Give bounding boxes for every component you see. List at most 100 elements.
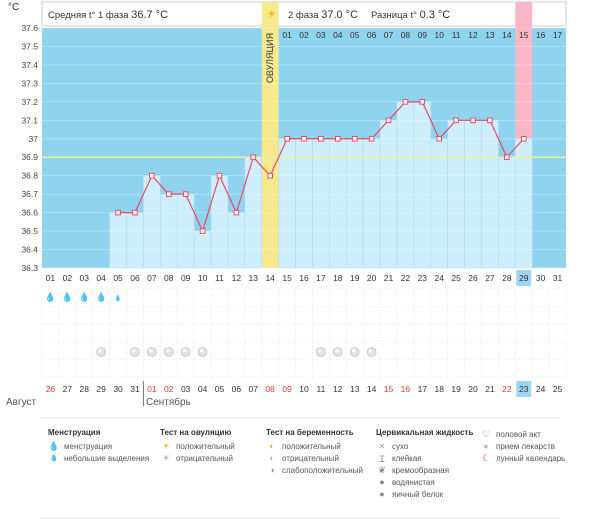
calendar-day-label: 28	[80, 384, 90, 394]
pill-highlight	[98, 349, 102, 353]
drop-icon: 💧	[45, 291, 56, 302]
cycle-day-label: 12	[232, 273, 242, 283]
calendar-day-label: 22	[502, 384, 512, 394]
temperature-point	[182, 191, 189, 197]
pill-icon	[130, 347, 140, 357]
y-tick-label: 37.1	[21, 115, 38, 125]
temperature-point	[436, 135, 443, 142]
month-september: Сентябрь	[146, 397, 191, 408]
legend-other: ♡ половой акт ● прием лекарств ☾ лунный кал…	[480, 428, 565, 464]
legend-item: ☾ лунный календарь	[481, 452, 566, 463]
calendar-day-label: 06	[232, 384, 242, 394]
y-tick-label: 37.4	[21, 60, 38, 70]
unit-label: °C	[8, 2, 20, 13]
calendar-day-label: 11	[316, 384, 325, 394]
sun-positive-icon: ☀	[161, 440, 171, 451]
cycle-day-label: 21	[384, 273, 394, 283]
calendar-day-label: 01	[147, 384, 157, 394]
calendar-day-label: 04	[198, 384, 208, 394]
phase2-day-label: 04	[333, 30, 343, 40]
drop-icon: 💧	[79, 291, 90, 302]
calendar-day-label: 19	[451, 384, 461, 394]
diff-value: 0.3 °C	[419, 9, 451, 21]
y-tick-label: 36.4	[21, 245, 38, 255]
small-drop-icon: 💧	[49, 455, 59, 462]
legend-item: ♡ половой акт	[481, 428, 541, 439]
creamy-icon: ❦	[378, 464, 386, 475]
temperature-point	[402, 99, 409, 105]
cycle-day-label: 04	[96, 273, 106, 283]
calendar-day-label: 21	[485, 384, 495, 394]
calendar-day-label: 07	[249, 384, 259, 394]
legend-item: 💧 менструация	[48, 440, 113, 451]
cycle-day-label: 17	[316, 273, 326, 283]
y-tick-label: 36.8	[21, 171, 38, 181]
calendar-day-label: 02	[164, 384, 174, 394]
y-tick-label: 36.6	[21, 208, 38, 218]
pill-icon: ●	[483, 441, 489, 451]
diff-label: Разница t°	[371, 10, 417, 21]
calendar-day-label: 05	[215, 384, 225, 394]
pill-icon	[349, 347, 360, 357]
cycle-day-label: 05	[113, 273, 123, 283]
pill-highlight	[165, 349, 170, 353]
temperature-bar	[396, 101, 415, 269]
temperature-point	[453, 117, 459, 124]
temperature-point	[284, 135, 290, 142]
calendar-day-label: 08	[265, 384, 275, 394]
pill-highlight	[335, 349, 339, 353]
phase2-day-label: 01	[282, 30, 292, 40]
calendar-day-label: 15	[384, 384, 394, 394]
y-tick-label: 37	[29, 134, 39, 144]
calendar-day-label: 09	[282, 384, 292, 394]
temperature-point	[520, 135, 527, 142]
legend-item: ● водянистая	[376, 476, 473, 488]
temperature-point	[318, 135, 324, 142]
temperature-point	[368, 135, 375, 142]
cycle-day-label: 14	[265, 273, 275, 283]
temperature-point	[487, 117, 493, 124]
sun-negative-icon: ☀	[161, 452, 171, 463]
temperature-point	[132, 209, 138, 216]
cycle-day-label: 07	[147, 273, 157, 283]
legend-title: Тест на овуляцию	[160, 428, 232, 437]
calendar-day-label: 14	[367, 384, 377, 394]
today-cell-bottom	[516, 381, 532, 397]
phase1-label: Средняя t° 1 фаза	[48, 10, 129, 21]
temperature-bar	[362, 138, 381, 269]
phase2-day-label: 08	[401, 30, 411, 40]
calendar-day-label: 16	[401, 384, 411, 394]
phase2-value: 37.0 °C	[321, 9, 359, 21]
drop-icon: 💧	[62, 291, 73, 302]
temperature-bar	[295, 138, 313, 269]
header-box	[41, 1, 567, 27]
temperature-bar	[109, 212, 127, 269]
legend-title: Менструация	[48, 428, 101, 437]
legend-item: 💧 небольшие выделения	[49, 453, 150, 463]
calendar-day-label: 24	[536, 384, 546, 394]
sun-icon: ☀	[266, 7, 277, 21]
moon-icon: ☾	[481, 452, 491, 463]
y-tick-label: 36.9	[21, 152, 38, 162]
y-tick-label: 37.3	[21, 78, 38, 88]
phase2-day-label: 07	[384, 30, 394, 40]
temperature-difference: Разница t° 0.3 °C	[371, 9, 450, 21]
pill-icon	[197, 347, 208, 357]
cycle-day-label: 26	[468, 273, 478, 283]
pill-highlight	[318, 349, 322, 353]
pill-highlight	[199, 349, 203, 353]
phase2-day-label: 13	[485, 30, 495, 40]
cycle-day-label: 13	[249, 273, 259, 283]
pill-highlight	[149, 349, 153, 353]
test-positive-icon: ◐	[269, 441, 275, 451]
drop-icon: 💧	[48, 440, 60, 451]
legend-ovulation-test: Тест на овуляцию ☀ положительный ☀ отрицат…	[160, 428, 235, 464]
phase2-average: 2 фаза 37.0 °C	[288, 9, 358, 21]
pill-icon	[163, 347, 174, 357]
temperature-bar	[430, 138, 448, 269]
phase2-day-label: 11	[452, 30, 461, 40]
legend-item: ◐ отрицательный	[266, 452, 363, 464]
small-drop-icon: 💧	[114, 294, 121, 302]
legend-menstruation: Менструация 💧 менструация 💧 небольшие выде…	[48, 428, 149, 464]
